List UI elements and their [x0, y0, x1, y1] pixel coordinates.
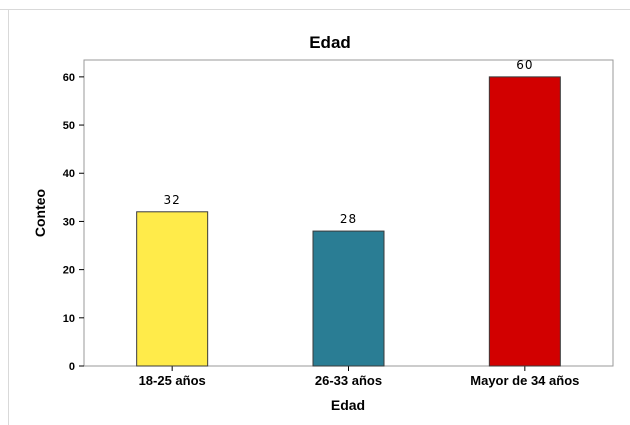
y-axis-label: Conteo — [32, 189, 48, 237]
chart-title: Edad — [309, 33, 351, 52]
bar — [488, 76, 561, 367]
data-label: 32 — [164, 193, 181, 207]
data-label: 60 — [516, 58, 533, 72]
bars — [136, 76, 561, 367]
y-tick-label: 10 — [63, 313, 75, 325]
y-tick-label: 30 — [63, 216, 75, 228]
y-tick-label: 0 — [69, 361, 75, 373]
data-label: 28 — [340, 212, 357, 226]
outer-frame-left — [8, 9, 9, 425]
y-axis: 0 10 20 30 40 50 60 — [63, 72, 84, 373]
bar — [312, 230, 385, 367]
y-tick-label: 20 — [63, 265, 75, 277]
x-tick-label: 26-33 años — [315, 373, 382, 388]
x-axis: 18-25 años 26-33 años Mayor de 34 años — [139, 366, 579, 388]
data-labels: 32 28 60 — [164, 58, 533, 226]
y-tick-label: 40 — [63, 168, 75, 180]
x-tick-label: Mayor de 34 años — [470, 373, 579, 388]
outer-frame-top — [0, 9, 630, 10]
y-tick-label: 50 — [63, 120, 75, 132]
x-tick-label: 18-25 años — [139, 373, 206, 388]
y-tick-label: 60 — [63, 72, 75, 84]
x-axis-label: Edad — [331, 397, 365, 413]
bar — [136, 211, 209, 367]
